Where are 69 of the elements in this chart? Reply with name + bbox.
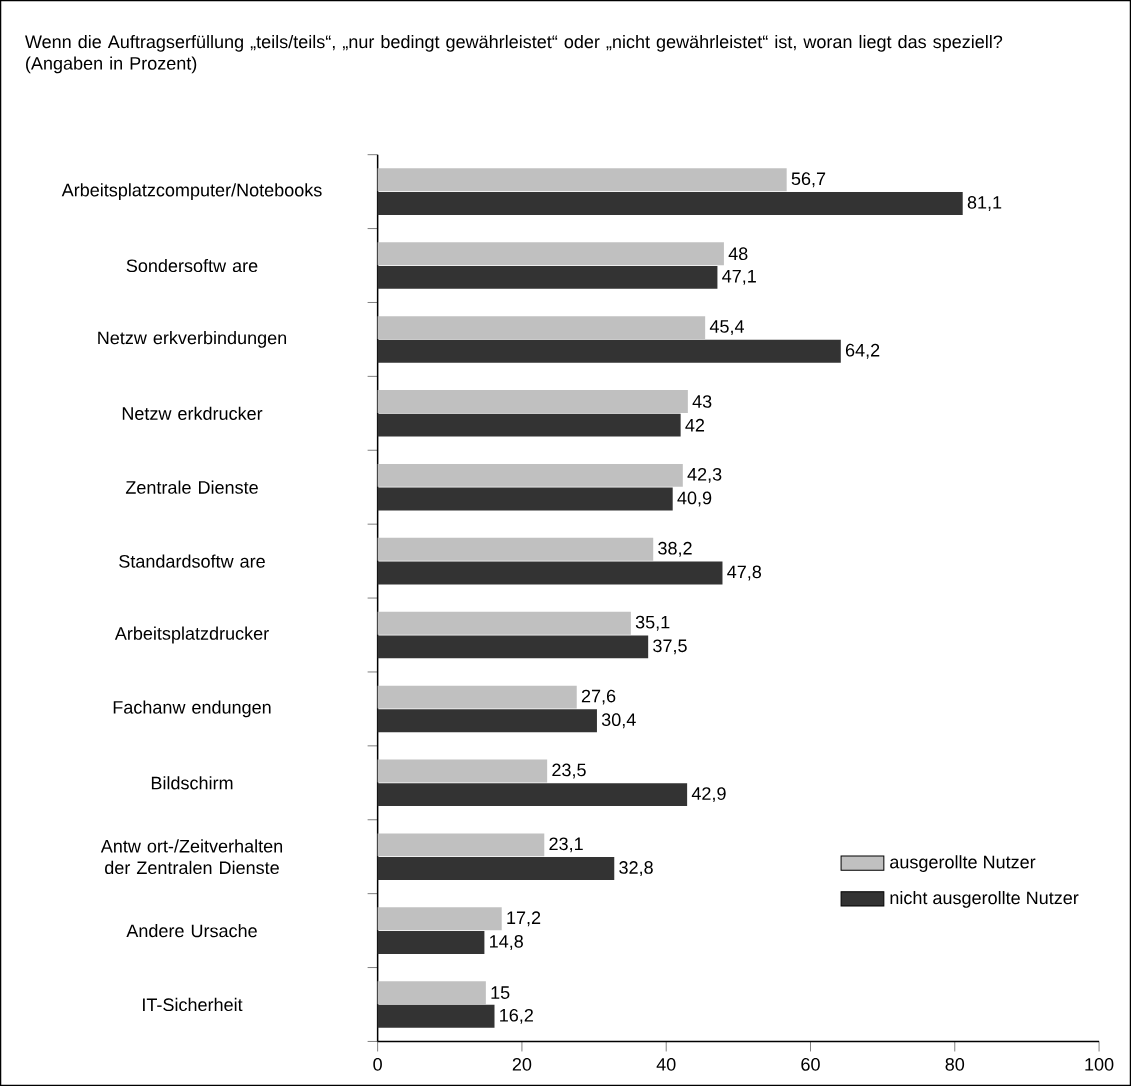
bar	[377, 611, 631, 635]
x-tick-label: 0	[373, 1058, 382, 1071]
bar	[377, 192, 963, 215]
data-label: 81,1	[967, 196, 1002, 211]
y-tick-label: Zentrale Dienste	[125, 480, 258, 494]
bar	[377, 487, 673, 511]
data-label: 47,8	[727, 565, 762, 581]
data-label: 17,2	[507, 911, 541, 927]
data-label: 42	[685, 418, 705, 432]
bar	[377, 907, 502, 931]
data-label: 40,9	[677, 491, 712, 507]
y-tick-label: Netzw erkverbindungen	[98, 331, 287, 348]
legend-label: ausgerollte Nutzer	[890, 855, 1036, 873]
x-tick-label: 100	[1085, 1058, 1114, 1071]
data-label: 30,4	[601, 713, 636, 729]
y-tick-label: Bildschirm	[151, 776, 233, 790]
data-label: 15	[491, 986, 510, 999]
y-tick-label: Standardsoftw are	[119, 554, 265, 568]
y-tick-label: Arbeitsplatzdrucker	[114, 626, 269, 644]
data-label: 56,7	[791, 172, 826, 188]
bar	[377, 685, 577, 709]
bar	[377, 783, 688, 807]
data-label: 47,1	[722, 270, 756, 285]
data-label: 32,8	[619, 861, 653, 877]
bar	[377, 316, 706, 340]
bar	[377, 709, 597, 733]
data-label: 27,6	[581, 689, 616, 705]
chart-title: Wenn die Auftragserfüllung „teils/teils“, „nur bedingt gewährleistet“ oder „nicht gewährleistet“ ist, woran liegt das speziell? (Angaben in Prozent)	[25, 34, 1003, 74]
y-tick-label: IT-Sicherheit	[143, 997, 243, 1012]
x-tick-label: 60	[801, 1058, 820, 1071]
bar	[377, 242, 724, 266]
y-tick-label: Andere Ursache	[126, 924, 257, 938]
data-label: 14,8	[490, 935, 523, 950]
bar	[377, 265, 718, 289]
bar	[377, 759, 548, 783]
data-label: 37,5	[653, 639, 687, 655]
bar	[377, 339, 841, 363]
data-label: 48	[728, 247, 748, 261]
bar	[377, 1004, 495, 1028]
x-tick-label: 80	[945, 1058, 965, 1071]
data-label: 43	[692, 395, 712, 408]
bar	[377, 635, 649, 659]
data-label: 42,3	[687, 468, 722, 483]
bar	[377, 931, 485, 954]
legend-label: nicht ausgerollte Nutzer	[890, 891, 1079, 908]
data-label: 23,5	[552, 763, 586, 779]
data-label: 64,2	[845, 343, 880, 359]
bar	[377, 390, 688, 413]
y-tick-label: Arbeitsplatzcomputer/Notebooks	[61, 183, 322, 201]
x-tick-label: 20	[512, 1058, 532, 1071]
y-tick-label: Netzw erkdrucker	[122, 406, 263, 420]
bar	[377, 168, 787, 192]
y-tick-label: Sondersoftw are	[126, 258, 258, 273]
data-label: 45,4	[709, 320, 744, 336]
bar	[377, 981, 486, 1005]
y-tick-label: Fachanw endungen	[113, 700, 271, 718]
bar	[377, 537, 654, 561]
data-label: 35,1	[635, 615, 670, 631]
y-tick-label: Antw ort-/Zeitverhalten der Zentralen Dienste	[100, 839, 283, 875]
x-tick-label: 40	[656, 1058, 676, 1071]
bar	[377, 561, 723, 585]
bar	[377, 413, 681, 437]
data-label: 23,1	[549, 837, 583, 853]
data-label: 16,2	[500, 1008, 533, 1024]
bar	[377, 857, 615, 881]
data-label: 42,9	[691, 787, 726, 803]
data-label: 38,2	[658, 541, 692, 557]
bar	[377, 833, 545, 857]
bar	[377, 463, 683, 487]
